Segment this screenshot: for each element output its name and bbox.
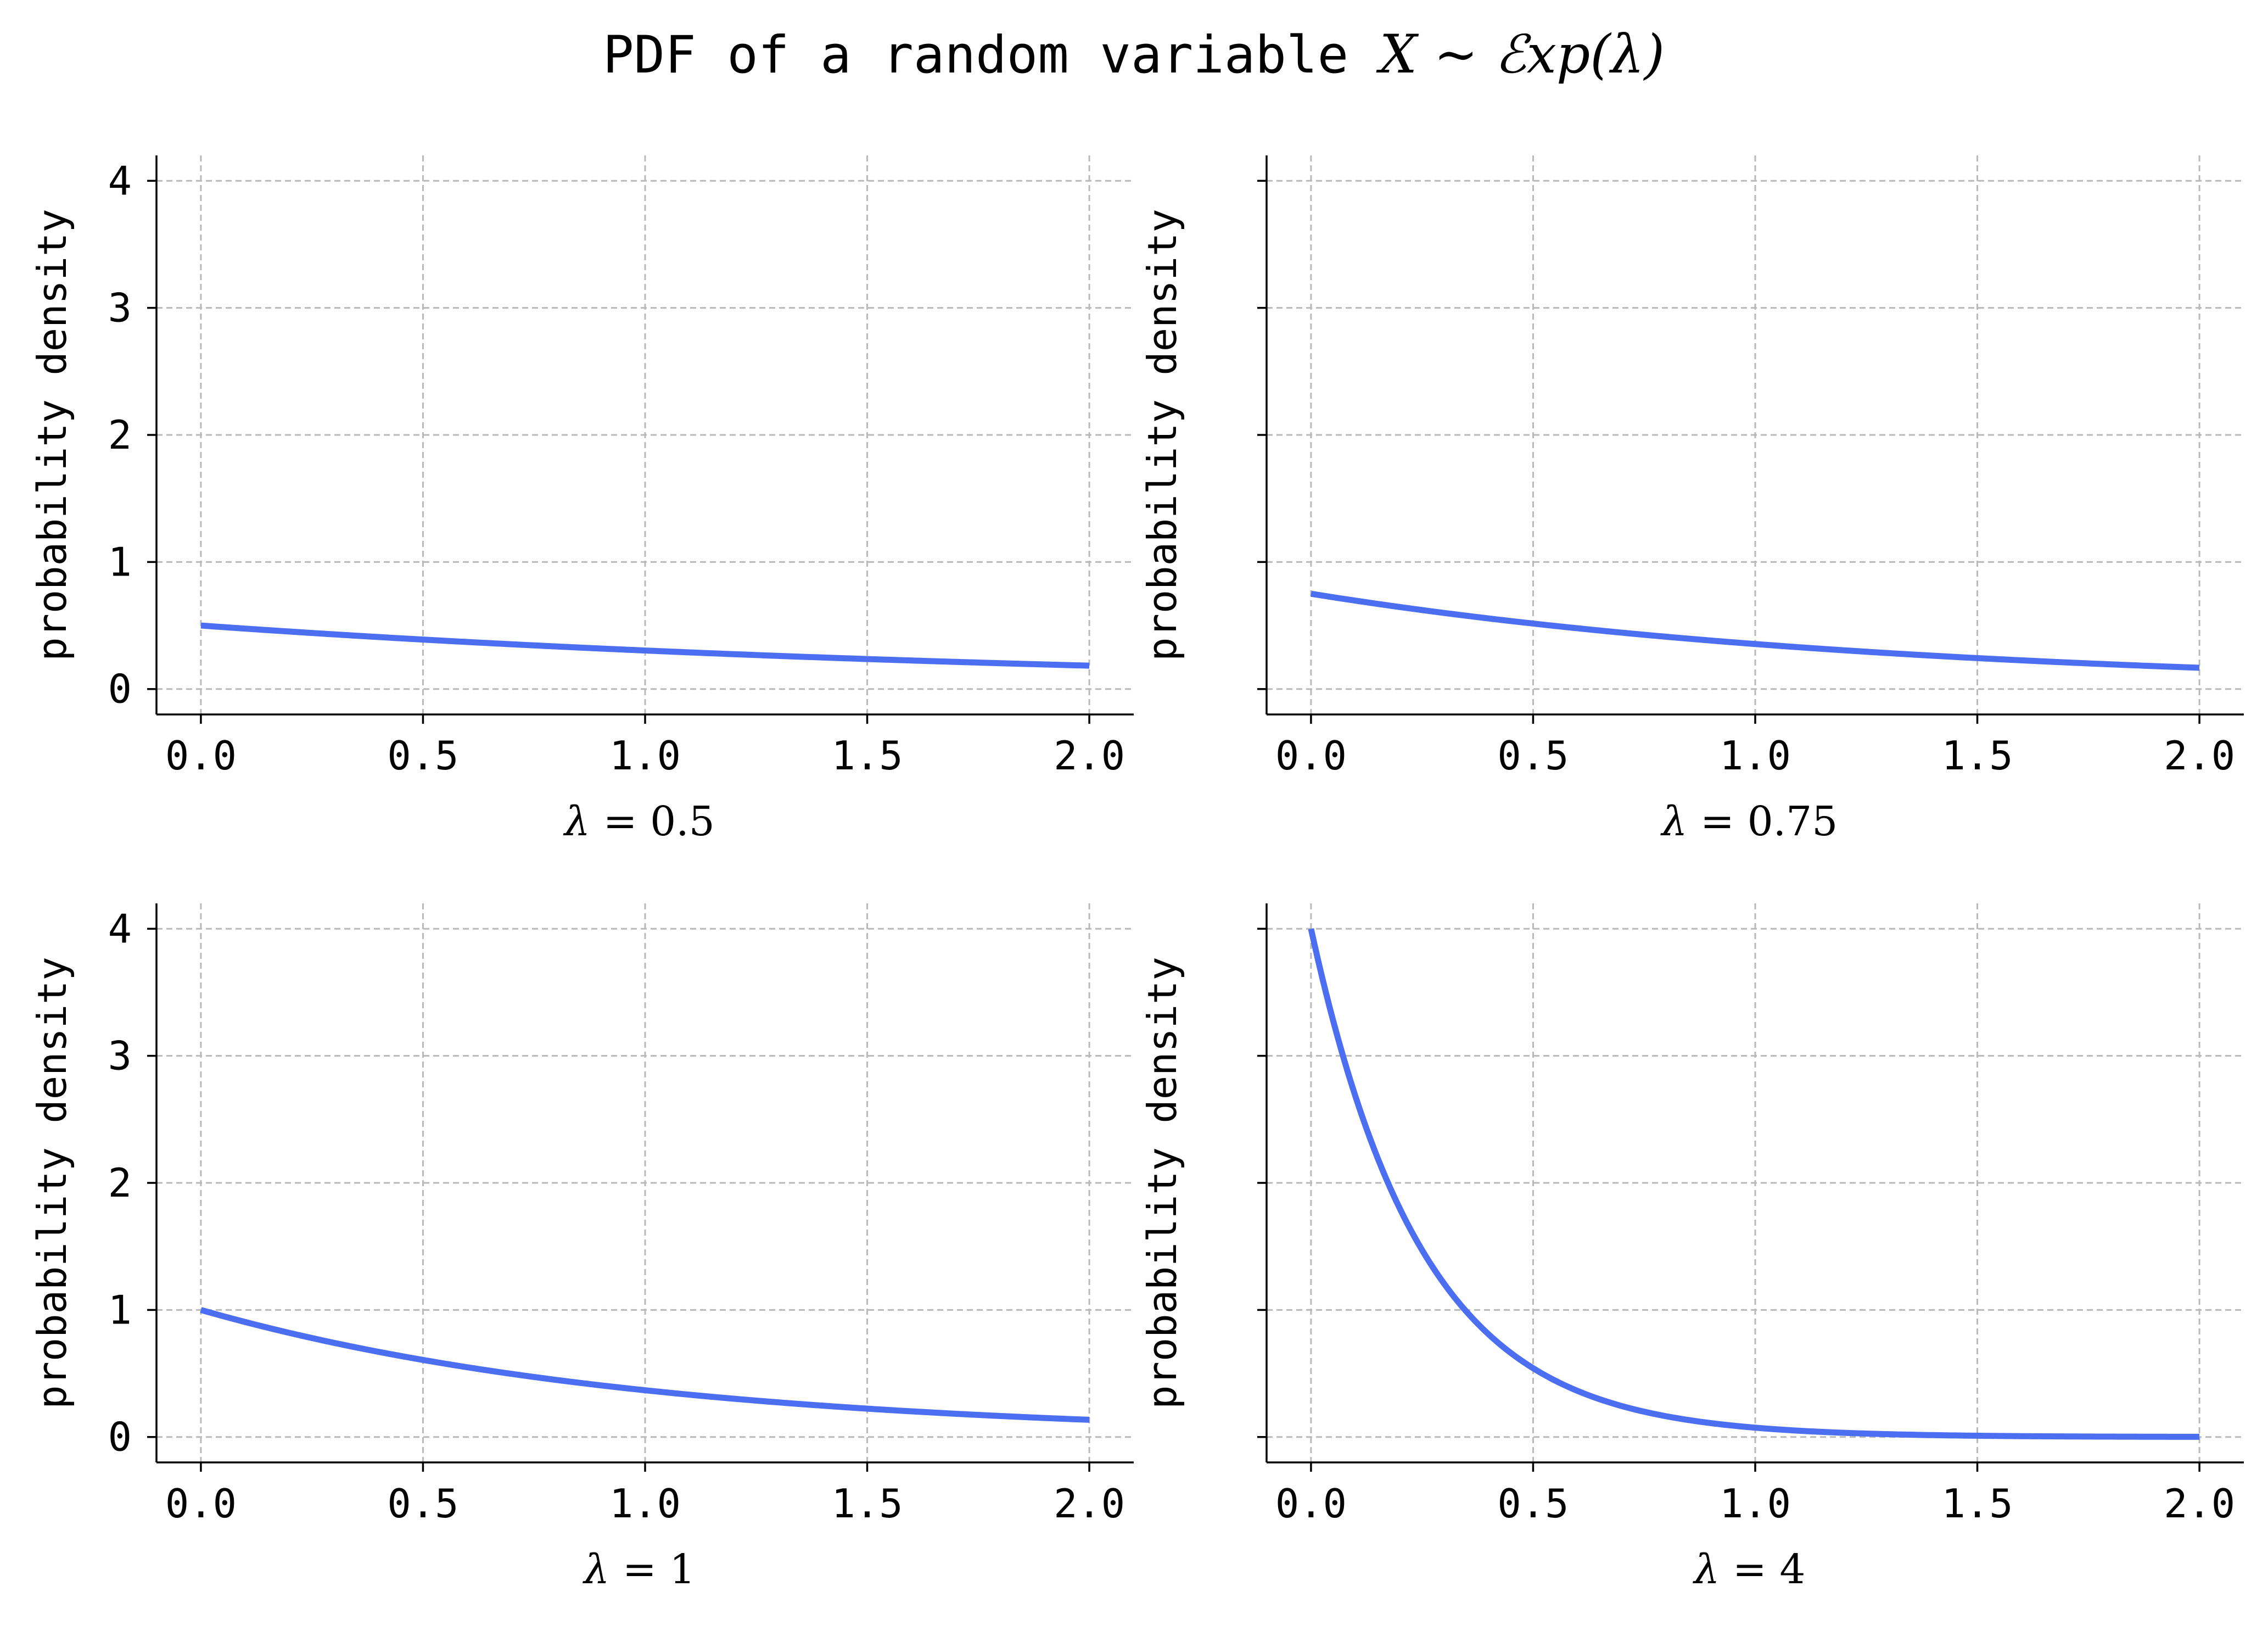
y-tick-label: 3 [108, 285, 132, 331]
subplot-1: 0.0 0.5 1.0 1.5 2.0 0 1 2 3 4 λ = 0.5 probability d… [29, 155, 1134, 845]
pdf-curve-series [1311, 590, 2200, 671]
x-tick-label: 1.5 [1942, 733, 2013, 779]
x-tick-label: 0.0 [1275, 1481, 1347, 1527]
subplot-2: 0.0 0.5 1.0 1.5 2.0 λ = 0.75 probability densi… [1139, 155, 2244, 845]
x-axis-label: λ = 4 [1692, 1546, 1805, 1593]
y-tick-label: 2 [108, 1160, 132, 1206]
x-tick-label: 0.0 [165, 733, 237, 779]
x-axis-label: λ = 0.75 [1660, 798, 1838, 845]
x-tick-label: 0.0 [1275, 733, 1347, 779]
y-axis-label: probability density [1139, 209, 1185, 661]
y-tick-label: 1 [108, 539, 132, 585]
subplots-grid: 0.0 0.5 1.0 1.5 2.0 0 1 2 3 4 λ = 0.5 probability d… [29, 155, 2244, 1593]
x-tick-label: 2.0 [1054, 733, 1125, 779]
figure-title: PDF of a random variable X ∼ ℰxp(λ) [603, 24, 1665, 85]
x-tick-label: 1.0 [1720, 1481, 1791, 1527]
y-tick-label: 0 [108, 1414, 132, 1460]
y-axis-label: probability density [1139, 957, 1185, 1409]
subplot-3: 0.0 0.5 1.0 1.5 2.0 0 1 2 3 4 λ = 1 probability den… [29, 903, 1134, 1593]
x-tick-label: 2.0 [2164, 733, 2235, 779]
pdf-curve-series [1308, 928, 2200, 1440]
y-axis-label: probability density [29, 209, 75, 661]
x-tick-label: 0.5 [1497, 733, 1569, 779]
x-tick-label: 1.5 [1942, 1481, 2013, 1527]
x-axis-label: λ = 1 [582, 1546, 695, 1593]
y-tick-label: 3 [108, 1033, 132, 1079]
x-tick-label: 0.0 [165, 1481, 237, 1527]
figure-title-text: PDF of a random variable [603, 25, 1380, 85]
x-tick-label: 0.5 [387, 733, 458, 779]
pdf-curve-series [200, 1307, 1090, 1423]
x-tick-label: 2.0 [1054, 1481, 1125, 1527]
x-tick-label: 0.5 [1497, 1481, 1569, 1527]
y-tick-label: 2 [108, 412, 132, 458]
x-tick-label: 1.0 [1720, 733, 1791, 779]
x-tick-label: 1.0 [609, 733, 681, 779]
x-tick-label: 0.5 [387, 1481, 458, 1527]
y-tick-label: 0 [108, 666, 132, 712]
x-tick-label: 1.5 [832, 1481, 903, 1527]
y-tick-label: 4 [108, 906, 132, 952]
x-tick-label: 1.0 [609, 1481, 681, 1527]
y-axis-label: probability density [29, 957, 75, 1409]
x-tick-label: 2.0 [2164, 1481, 2235, 1527]
subplot-4: 0.0 0.5 1.0 1.5 2.0 λ = 4 probability density [1139, 903, 2244, 1593]
y-tick-label: 4 [108, 158, 132, 204]
x-tick-label: 1.5 [832, 733, 903, 779]
pdf-curve-series [200, 622, 1090, 669]
y-tick-label: 1 [108, 1287, 132, 1333]
x-axis-label: λ = 0.5 [563, 798, 715, 845]
figure-title-math: X ∼ ℰxp(λ) [1376, 24, 1665, 85]
